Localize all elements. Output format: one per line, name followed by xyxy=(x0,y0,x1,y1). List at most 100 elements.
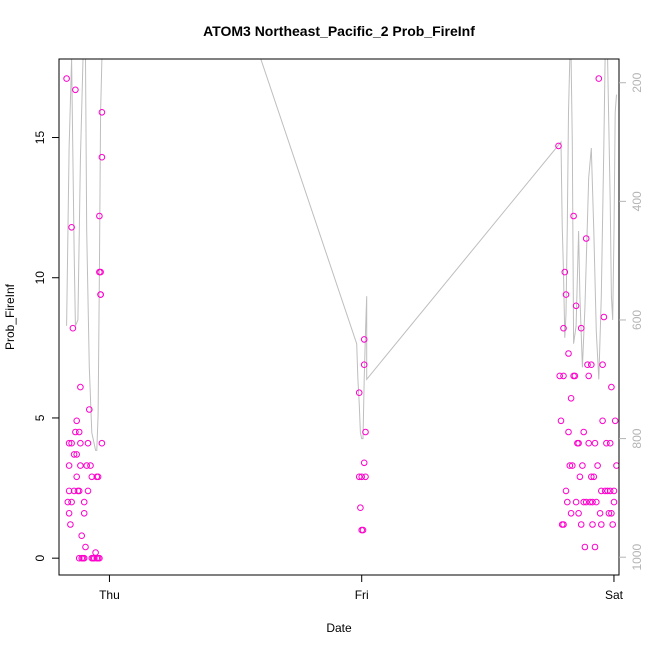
data-point xyxy=(557,417,565,425)
y-tick-label: 10 xyxy=(33,271,47,285)
data-point xyxy=(360,459,368,467)
data-point xyxy=(591,543,599,551)
data-point xyxy=(611,417,619,425)
data-point xyxy=(610,487,618,495)
data-point xyxy=(561,268,569,276)
right-tick-label: 600 xyxy=(630,310,644,330)
data-point xyxy=(566,462,574,469)
data-point xyxy=(75,428,83,436)
data-point xyxy=(562,291,570,298)
data-point xyxy=(596,510,604,517)
data-point xyxy=(77,462,84,469)
data-point xyxy=(576,473,584,481)
data-point xyxy=(98,153,106,161)
plot-area xyxy=(63,59,619,562)
data-point xyxy=(97,268,104,276)
data-point xyxy=(560,521,567,528)
data-point xyxy=(584,361,591,369)
data-point xyxy=(575,510,582,517)
data-point xyxy=(72,86,79,94)
x-axis: Thu Fri Sat xyxy=(99,575,624,602)
data-point xyxy=(585,439,593,447)
data-point xyxy=(599,361,606,369)
data-point xyxy=(360,336,368,343)
data-point xyxy=(68,498,75,506)
x-tick-label: Thu xyxy=(99,588,120,602)
data-point xyxy=(572,498,580,506)
x-tick-label: Sat xyxy=(605,588,624,602)
data-point xyxy=(68,439,75,447)
right-tick-label: 400 xyxy=(630,191,644,211)
data-point xyxy=(572,302,580,310)
data-point xyxy=(355,473,363,481)
data-point xyxy=(575,439,582,447)
data-point xyxy=(606,487,614,495)
data-point xyxy=(87,462,94,469)
data-point xyxy=(609,521,617,528)
data-point xyxy=(67,521,74,528)
right-tick-label: 200 xyxy=(630,72,644,92)
data-point xyxy=(80,510,88,517)
data-point xyxy=(594,462,601,469)
data-point xyxy=(70,451,78,458)
data-point xyxy=(565,350,572,357)
data-point xyxy=(603,439,610,447)
data-point xyxy=(579,462,586,469)
data-point xyxy=(75,487,83,495)
data-point xyxy=(588,361,595,369)
data-point xyxy=(595,75,603,82)
data-point xyxy=(586,498,594,506)
data-point xyxy=(560,324,567,332)
data-point xyxy=(605,510,613,517)
y-tick-label: 5 xyxy=(33,414,47,421)
data-point xyxy=(567,510,575,517)
right-axis: 200 400 600 800 1000 xyxy=(619,72,644,571)
x-axis-label: Date xyxy=(326,621,352,635)
data-point xyxy=(555,142,562,150)
data-point xyxy=(599,417,606,425)
right-tick-label: 1000 xyxy=(630,544,644,571)
data-point xyxy=(608,510,615,517)
x-tick-label: Fri xyxy=(355,588,369,602)
data-point xyxy=(360,361,368,369)
y-tick-label: 0 xyxy=(33,555,47,562)
y-tick-label: 15 xyxy=(33,131,47,145)
point-series-layer xyxy=(63,75,619,562)
data-point xyxy=(582,498,590,506)
data-point xyxy=(569,462,576,469)
data-point xyxy=(73,451,80,458)
data-point xyxy=(97,291,104,298)
y-axis-label: Prob_FireInf xyxy=(3,283,17,350)
data-point xyxy=(88,473,96,481)
data-point xyxy=(577,521,585,528)
data-point xyxy=(562,487,570,495)
data-point xyxy=(585,372,593,380)
line-series-layer xyxy=(66,59,617,451)
data-point xyxy=(582,235,590,242)
data-point xyxy=(72,428,79,436)
data-point xyxy=(73,473,80,481)
data-point xyxy=(590,473,598,481)
data-point xyxy=(68,224,75,231)
data-point xyxy=(98,439,106,447)
data-point xyxy=(577,324,585,332)
y-axis: 0 5 10 15 xyxy=(33,131,59,562)
data-point xyxy=(580,428,588,436)
data-point xyxy=(608,383,615,391)
data-point xyxy=(65,439,73,447)
series-line xyxy=(66,59,617,451)
plot-frame xyxy=(58,58,620,576)
data-point xyxy=(580,498,588,506)
data-point xyxy=(80,498,88,506)
data-point xyxy=(78,532,85,540)
data-point xyxy=(98,109,106,116)
data-point xyxy=(565,428,572,436)
data-point xyxy=(598,521,605,528)
data-point xyxy=(75,554,83,562)
data-point xyxy=(84,439,92,447)
data-point xyxy=(80,554,88,562)
data-point xyxy=(604,487,611,495)
chart-title: ATOM3 Northeast_Pacific_2 Prob_FireInf xyxy=(203,23,475,39)
data-point xyxy=(606,439,614,447)
